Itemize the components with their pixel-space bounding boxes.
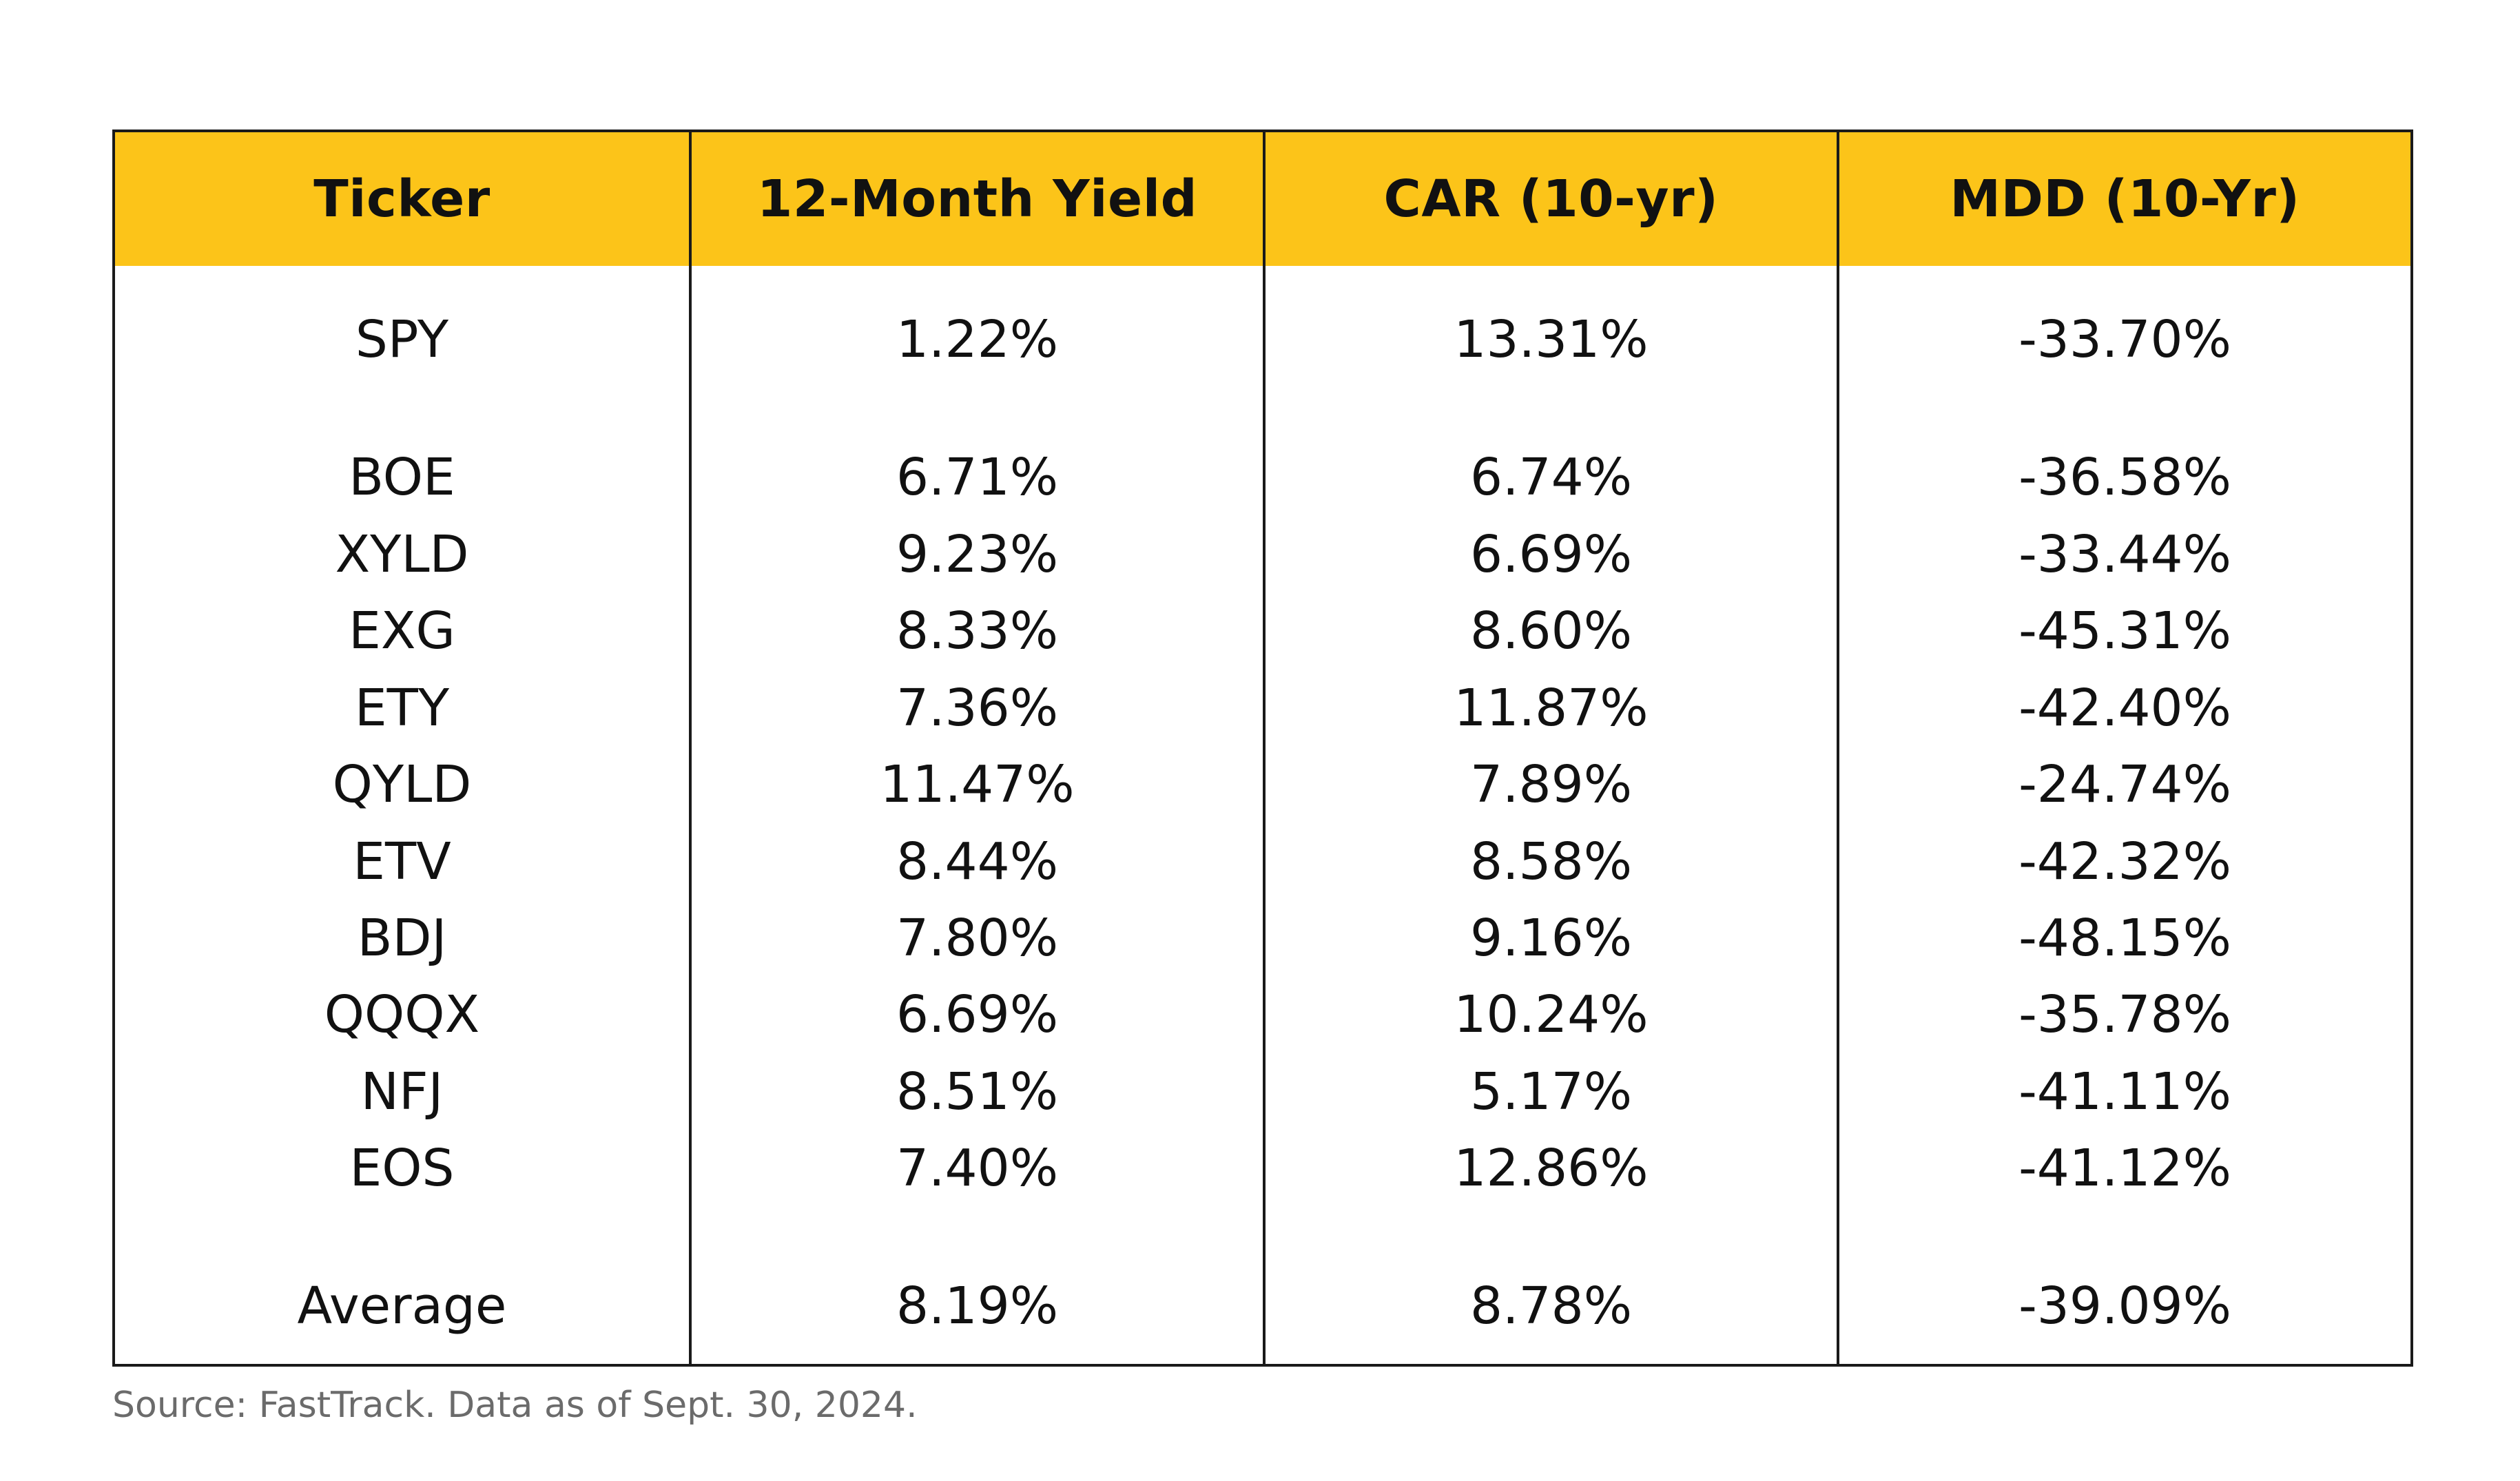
cell-mdd-10-yr: -41.12% — [2018, 1139, 2231, 1198]
cell-car-10-yr: 11.87% — [1454, 679, 1649, 738]
cell-12-month-yield: 6.71% — [896, 448, 1059, 507]
cell-car-10-yr: 6.74% — [1469, 448, 1633, 507]
cell-ticker: SPY — [355, 310, 449, 369]
cell-car-10-yr: 8.60% — [1469, 601, 1633, 661]
cell-12-month-yield: 6.69% — [896, 985, 1059, 1044]
cell-12-month-yield: 8.33% — [896, 601, 1059, 661]
average-ticker: Average — [297, 1276, 507, 1336]
data-table: Ticker SPY BOE XYLD EXG ETY QYLD ETV BDJ QQQX NFJ E… — [112, 130, 2413, 1367]
cell-12-month-yield: 9.23% — [896, 525, 1059, 584]
cell-car-10-yr: 7.89% — [1469, 755, 1633, 814]
cell-ticker: ETY — [354, 679, 450, 738]
average-mdd-10-yr: -39.09% — [2018, 1276, 2231, 1336]
cell-mdd-10-yr: -45.31% — [2018, 601, 2231, 661]
cell-12-month-yield: 11.47% — [880, 755, 1075, 814]
header-12-month-yield: 12-Month Yield — [692, 132, 1263, 266]
cell-mdd-10-yr: -41.11% — [2018, 1062, 2231, 1121]
cell-car-10-yr: 12.86% — [1454, 1139, 1649, 1198]
cell-mdd-10-yr: -33.44% — [2018, 525, 2231, 584]
column-ticker: Ticker SPY BOE XYLD EXG ETY QYLD ETV BDJ QQQX NFJ E… — [115, 132, 689, 1364]
cell-ticker: BOE — [349, 448, 455, 507]
average-12-month-yield: 8.19% — [896, 1276, 1059, 1336]
cell-ticker: XYLD — [335, 525, 469, 584]
cell-car-10-yr: 6.69% — [1469, 525, 1633, 584]
cell-ticker: ETV — [353, 832, 451, 891]
header-car-10-yr: CAR (10-yr) — [1266, 132, 1837, 266]
cell-ticker: QQQX — [324, 985, 480, 1044]
cell-ticker: NFJ — [360, 1062, 444, 1121]
cell-mdd-10-yr: -36.58% — [2018, 448, 2231, 507]
column-12-month-yield: 12-Month Yield 1.22% 6.71% 9.23% 8.33% 7.36% 1… — [689, 132, 1263, 1364]
cell-12-month-yield: 8.44% — [896, 832, 1059, 891]
source-note: Source: FastTrack. Data as of Sept. 30, … — [112, 1385, 918, 1426]
cell-car-10-yr: 10.24% — [1454, 985, 1649, 1044]
average-car-10-yr: 8.78% — [1469, 1276, 1633, 1336]
cell-12-month-yield: 1.22% — [896, 310, 1059, 369]
cell-mdd-10-yr: -42.32% — [2018, 832, 2231, 891]
cell-mdd-10-yr: -48.15% — [2018, 909, 2231, 968]
cell-mdd-10-yr: -35.78% — [2018, 985, 2231, 1044]
header-mdd-10-yr: MDD (10-Yr) — [1839, 132, 2410, 266]
header-ticker: Ticker — [115, 132, 689, 266]
cell-ticker: BDJ — [357, 909, 447, 968]
cell-12-month-yield: 7.40% — [896, 1139, 1059, 1198]
cell-mdd-10-yr: -42.40% — [2018, 679, 2231, 738]
cell-ticker: EOS — [349, 1139, 455, 1198]
cell-12-month-yield: 7.80% — [896, 909, 1059, 968]
column-mdd-10-yr: MDD (10-Yr) -33.70% -36.58% -33.44% -45.31% -… — [1837, 132, 2410, 1364]
cell-12-month-yield: 7.36% — [896, 679, 1059, 738]
cell-car-10-yr: 5.17% — [1469, 1062, 1633, 1121]
cell-car-10-yr: 8.58% — [1469, 832, 1633, 891]
cell-mdd-10-yr: -24.74% — [2018, 755, 2231, 814]
cell-mdd-10-yr: -33.70% — [2018, 310, 2231, 369]
column-car-10-yr: CAR (10-yr) 13.31% 6.74% 6.69% 8.60% 11.87% 7.… — [1263, 132, 1837, 1364]
cell-ticker: EXG — [349, 601, 455, 661]
cell-car-10-yr: 9.16% — [1469, 909, 1633, 968]
cell-car-10-yr: 13.31% — [1454, 310, 1649, 369]
cell-12-month-yield: 8.51% — [896, 1062, 1059, 1121]
cell-ticker: QYLD — [332, 755, 472, 814]
